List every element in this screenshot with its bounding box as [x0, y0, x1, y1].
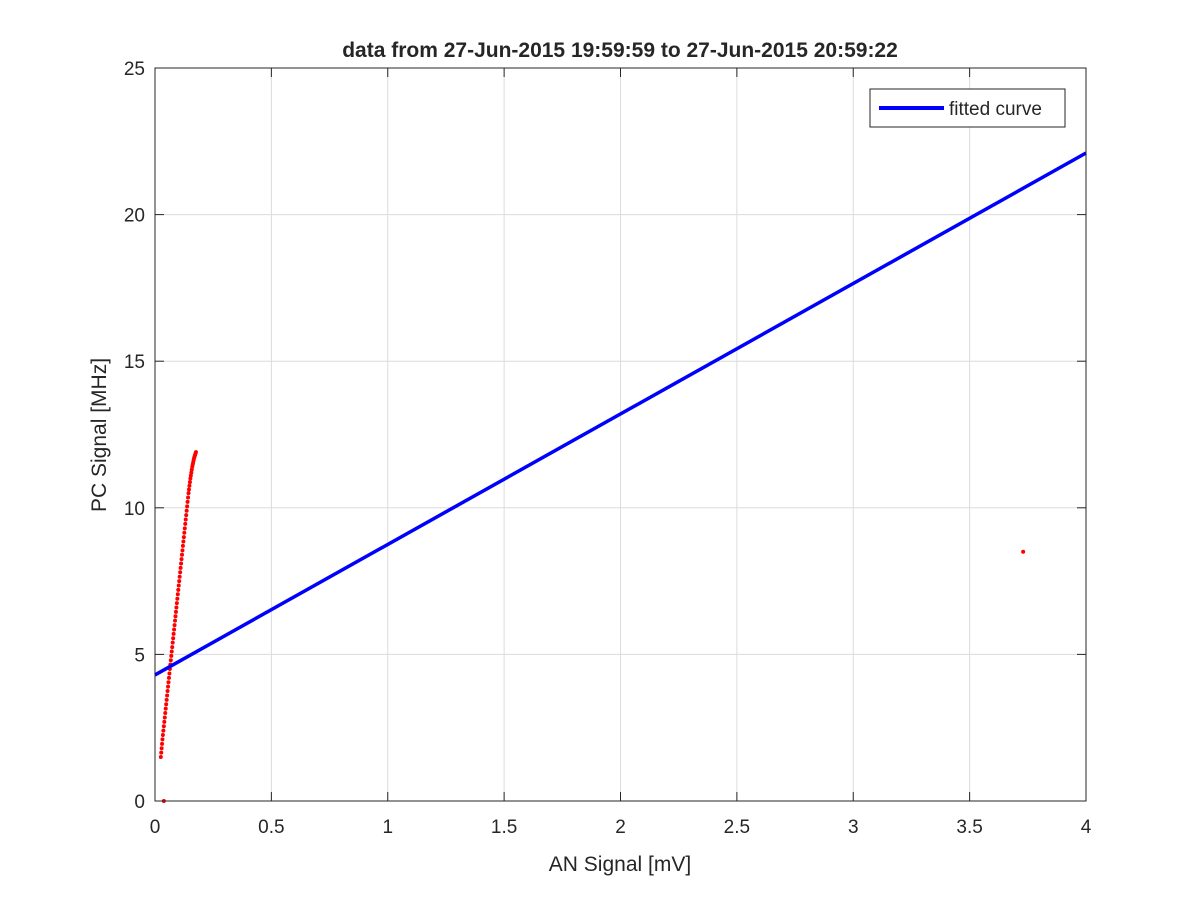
y-tick-label: 15: [124, 352, 145, 373]
data-point: [186, 495, 191, 500]
data-point: [189, 470, 194, 475]
data-point: [168, 658, 173, 663]
data-point: [161, 728, 166, 733]
plot-data: [154, 151, 1087, 803]
data-point: [178, 570, 183, 575]
data-point: [179, 561, 184, 566]
data-point: [161, 724, 166, 729]
data-point: [173, 618, 178, 623]
data-point: [165, 689, 170, 694]
x-tick-label: 0: [150, 817, 161, 838]
x-tick-label: 1: [382, 817, 393, 838]
data-point: [187, 480, 192, 485]
data-point: [167, 671, 172, 676]
data-point: [185, 499, 190, 504]
data-point: [163, 706, 168, 711]
data-point: [163, 711, 168, 716]
data-point: [159, 750, 164, 755]
legend: fitted curve: [869, 88, 1066, 128]
fitted-curve-line: [154, 151, 1087, 677]
y-axis-label: PC Signal [MHz]: [88, 358, 111, 512]
data-point: [184, 513, 189, 518]
data-point: [184, 508, 189, 513]
data-point: [188, 473, 193, 478]
data-point: [177, 579, 182, 584]
data-point: [160, 733, 165, 738]
x-tick-label: 3: [848, 817, 859, 838]
data-point: [173, 609, 178, 614]
legend-label-fitted-curve: fitted curve: [949, 99, 1042, 120]
data-point: [174, 601, 179, 606]
x-tick-label: 2: [615, 817, 626, 838]
data-point: [160, 741, 165, 746]
data-point: [187, 483, 192, 488]
data-point: [166, 680, 171, 685]
data-point: [170, 640, 175, 645]
data-point: [158, 755, 163, 760]
data-point: [189, 467, 194, 472]
data-point: [164, 697, 169, 702]
data-point: [178, 565, 183, 570]
data-point: [1021, 549, 1026, 554]
data-point: [180, 548, 185, 553]
data-point: [186, 487, 191, 492]
data-point: [166, 675, 171, 680]
data-point: [185, 504, 190, 509]
x-tick-label: 2.5: [724, 817, 750, 838]
data-point: [183, 521, 188, 526]
data-point: [170, 645, 175, 650]
y-tick-label: 5: [134, 645, 145, 666]
data-point: [175, 596, 180, 601]
grid: [155, 68, 1086, 801]
data-point: [182, 526, 187, 531]
x-tick-label: 4: [1081, 817, 1092, 838]
data-point: [183, 517, 188, 522]
data-point: [174, 605, 179, 610]
data-point: [162, 715, 167, 720]
data-point: [193, 450, 198, 455]
x-axis-label: AN Signal [mV]: [549, 853, 691, 876]
x-tick-label: 1.5: [491, 817, 517, 838]
data-point: [182, 530, 187, 535]
data-point: [179, 557, 184, 562]
data-point: [177, 574, 182, 579]
y-tick-label: 25: [124, 59, 145, 80]
data-point: [188, 476, 193, 481]
data-point: [175, 592, 180, 597]
y-tick-label: 10: [124, 499, 145, 520]
x-tick-label: 0.5: [258, 817, 284, 838]
data-point: [169, 653, 174, 658]
data-point: [176, 587, 181, 592]
data-point: [186, 491, 191, 496]
data-point: [165, 693, 170, 698]
data-point: [181, 539, 186, 544]
data-point: [164, 702, 169, 707]
data-point: [169, 649, 174, 654]
data-point: [180, 543, 185, 548]
data-point: [176, 583, 181, 588]
data-point: [173, 614, 178, 619]
chart-title: data from 27-Jun-2015 19:59:59 to 27-Jun…: [342, 39, 898, 62]
data-point: [171, 636, 176, 641]
data-point: [162, 719, 167, 724]
data-point: [179, 552, 184, 557]
data-point: [160, 737, 165, 742]
data-point: [166, 684, 171, 689]
ticks: 0 0.5 1 1.5 2 2.5 3 3.5 4 0 5 10 15 20 25: [124, 59, 1092, 838]
data-point: [159, 746, 164, 751]
data-point: [171, 631, 176, 636]
data-point: [181, 535, 186, 540]
y-tick-label: 20: [124, 206, 145, 227]
x-tick-label: 3.5: [956, 817, 982, 838]
data-point: [172, 623, 177, 628]
y-tick-label: 0: [134, 792, 145, 813]
data-point: [172, 627, 177, 632]
